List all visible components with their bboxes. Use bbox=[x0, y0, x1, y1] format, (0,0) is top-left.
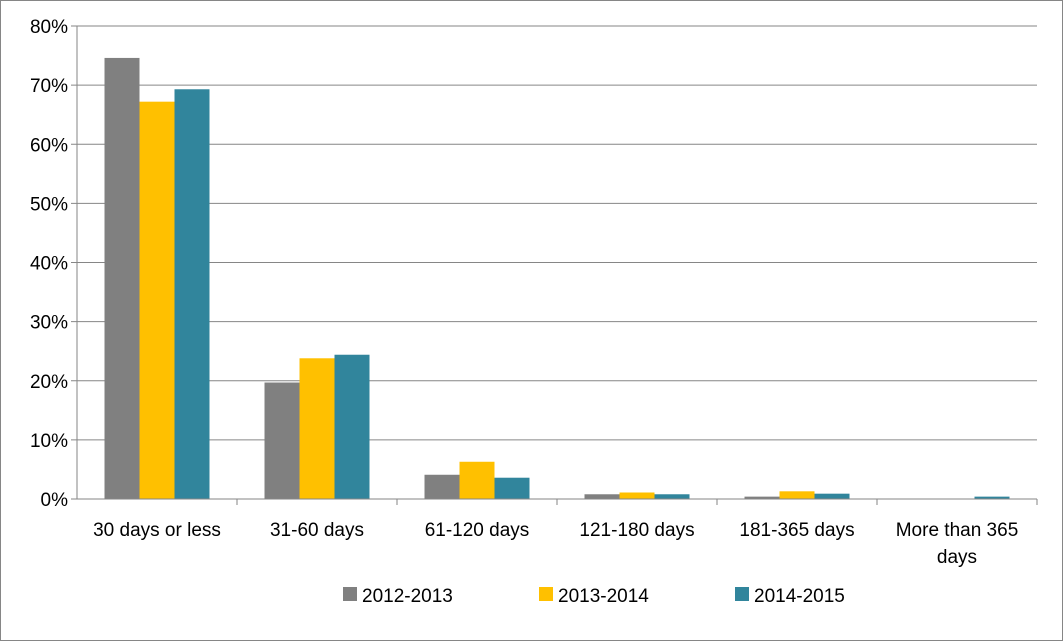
legend-label: 2013-2014 bbox=[558, 586, 649, 607]
bar bbox=[974, 496, 1010, 499]
bar bbox=[744, 496, 780, 499]
x-tick-labels: 30 days or less 31-60 days 61-120 days 121-… bbox=[93, 520, 1018, 568]
legend-label: 2014-2015 bbox=[754, 586, 845, 607]
x-tick-label: 30 days or less bbox=[93, 520, 221, 541]
bar bbox=[779, 491, 815, 499]
y-tick-label: 80% bbox=[30, 17, 68, 38]
bar bbox=[814, 493, 850, 499]
y-tick-label: 40% bbox=[30, 254, 68, 275]
legend: 2012-2013 2013-2014 2014-2015 bbox=[343, 586, 845, 607]
bar bbox=[264, 382, 300, 499]
legend-swatch bbox=[343, 587, 357, 601]
bars bbox=[104, 57, 1010, 500]
y-tick-label: 10% bbox=[30, 431, 68, 452]
x-tick-label: 61-120 days bbox=[425, 520, 530, 541]
bar bbox=[174, 89, 210, 500]
y-tick-label: 70% bbox=[30, 76, 68, 97]
bar bbox=[104, 57, 140, 500]
bar bbox=[139, 101, 175, 500]
y-tick-label: 20% bbox=[30, 372, 68, 393]
bar bbox=[299, 358, 335, 499]
gridlines bbox=[77, 25, 1037, 441]
bar bbox=[584, 494, 620, 499]
x-tick-label: 31-60 days bbox=[270, 520, 364, 541]
legend-label: 2012-2013 bbox=[362, 586, 453, 607]
y-tick-labels: 0% 10% 20% 30% 40% 50% 60% 70% 80% bbox=[30, 17, 68, 511]
y-tick-label: 50% bbox=[30, 194, 68, 215]
legend-swatch bbox=[539, 587, 553, 601]
bar bbox=[334, 354, 370, 499]
bar bbox=[494, 477, 530, 499]
y-tick-label: 0% bbox=[41, 490, 69, 511]
y-tick-label: 60% bbox=[30, 135, 68, 156]
bar bbox=[619, 492, 655, 499]
x-tick-label: days bbox=[937, 547, 977, 568]
x-tick-label: 181-365 days bbox=[739, 520, 854, 541]
x-tick-label: More than 365 bbox=[896, 520, 1019, 541]
bar bbox=[654, 494, 690, 499]
axes bbox=[71, 25, 1038, 505]
bar bbox=[459, 461, 495, 499]
legend-swatch bbox=[735, 587, 749, 601]
x-tick-label: 121-180 days bbox=[579, 520, 694, 541]
y-tick-label: 30% bbox=[30, 313, 68, 334]
bar bbox=[424, 474, 460, 499]
